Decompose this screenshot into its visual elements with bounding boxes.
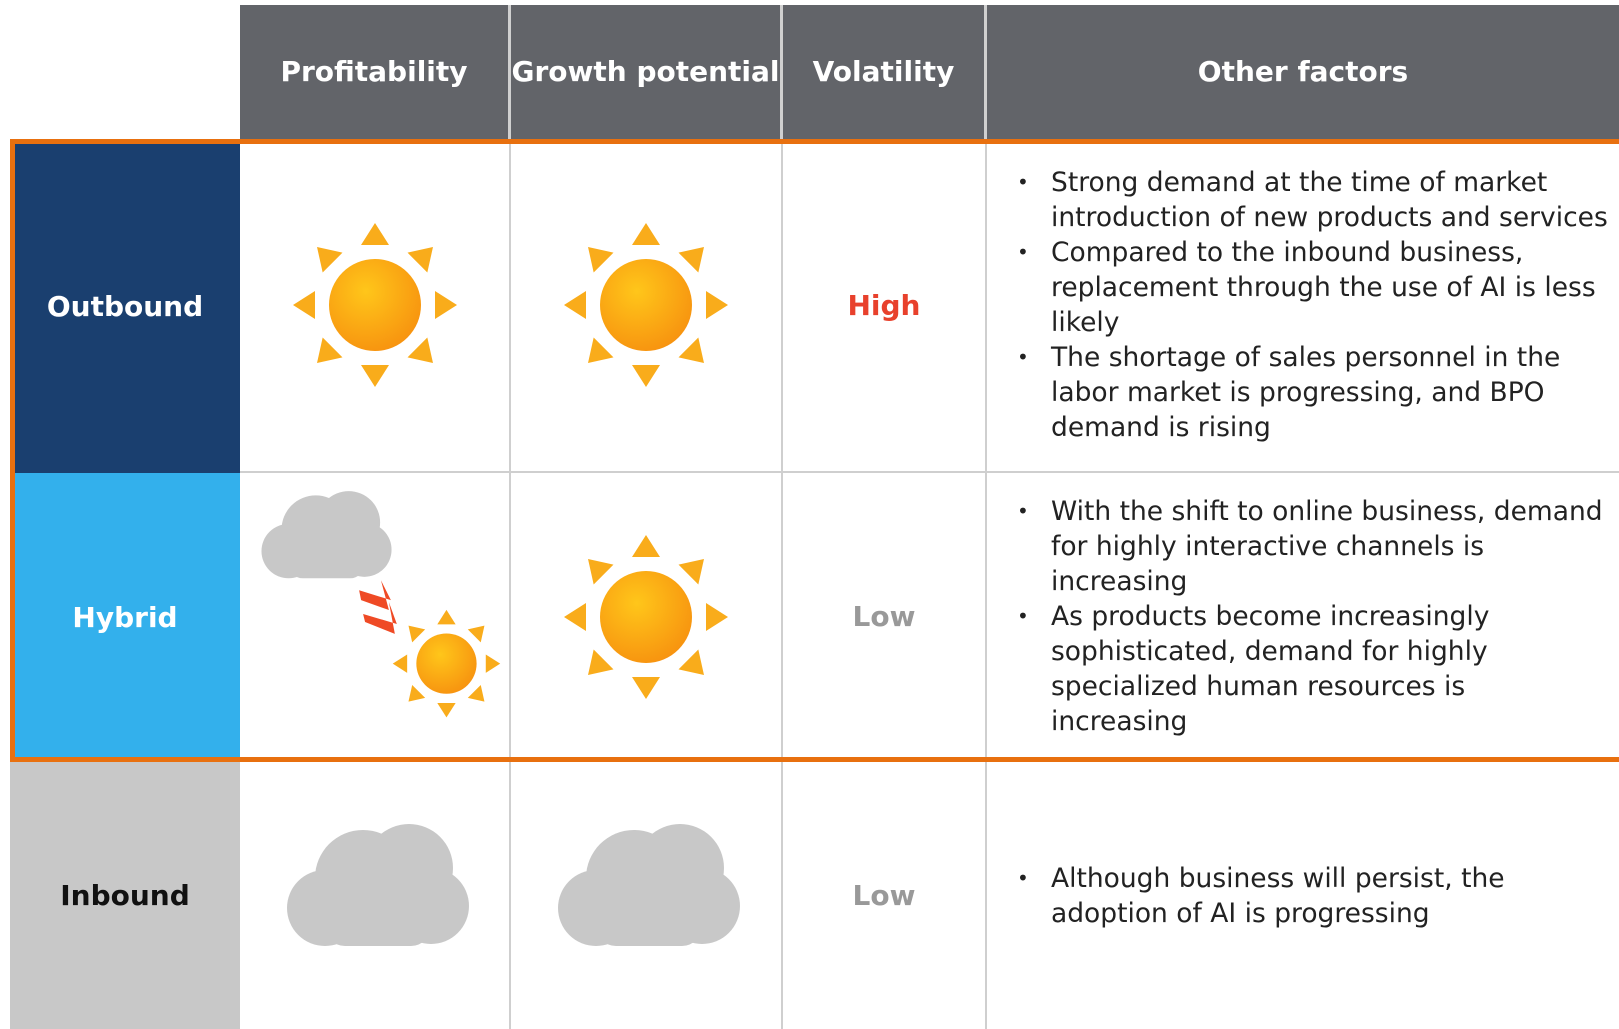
profitability-icon xyxy=(240,473,511,762)
volatility: High xyxy=(783,139,987,473)
factor: The shortage of sales personnel in the l… xyxy=(1017,340,1609,445)
factor: Compared to the inbound business, replac… xyxy=(1017,235,1609,340)
cloud-icon xyxy=(558,823,740,946)
column-header: Other factors xyxy=(987,5,1619,139)
profitability-icon xyxy=(240,762,511,1029)
column-header: Growth potential xyxy=(511,5,783,139)
other-factors: Strong demand at the time of market intr… xyxy=(987,139,1619,473)
column-header: Volatility xyxy=(783,5,987,139)
row-label: Hybrid xyxy=(10,473,240,762)
sun-icon xyxy=(564,223,728,387)
factor: As products become increasingly sophisti… xyxy=(1017,599,1609,739)
volatility: Low xyxy=(783,473,987,762)
factor-list: Strong demand at the time of market intr… xyxy=(1017,165,1609,445)
factor-list: Although business will persist, the adop… xyxy=(1017,861,1609,931)
factor: Strong demand at the time of market intr… xyxy=(1017,165,1609,235)
cloud-icon xyxy=(286,823,469,946)
row-label: Outbound xyxy=(10,139,240,473)
row-label: Inbound xyxy=(10,762,240,1029)
column-header: Profitability xyxy=(240,5,511,139)
other-factors: Although business will persist, the adop… xyxy=(987,762,1619,1029)
sun-icon xyxy=(564,534,728,699)
profitability-icon xyxy=(240,139,511,473)
sun-icon xyxy=(292,223,457,387)
factor: Although business will persist, the adop… xyxy=(1017,861,1609,931)
other-factors: With the shift to online business, deman… xyxy=(987,473,1619,762)
growth-icon xyxy=(511,473,783,762)
factor: With the shift to online business, deman… xyxy=(1017,494,1609,599)
factor-list: With the shift to online business, deman… xyxy=(1017,494,1609,739)
growth-icon xyxy=(511,762,783,1029)
growth-icon xyxy=(511,139,783,473)
cloud-to-sun-icon xyxy=(261,491,501,718)
volatility: Low xyxy=(783,762,987,1029)
